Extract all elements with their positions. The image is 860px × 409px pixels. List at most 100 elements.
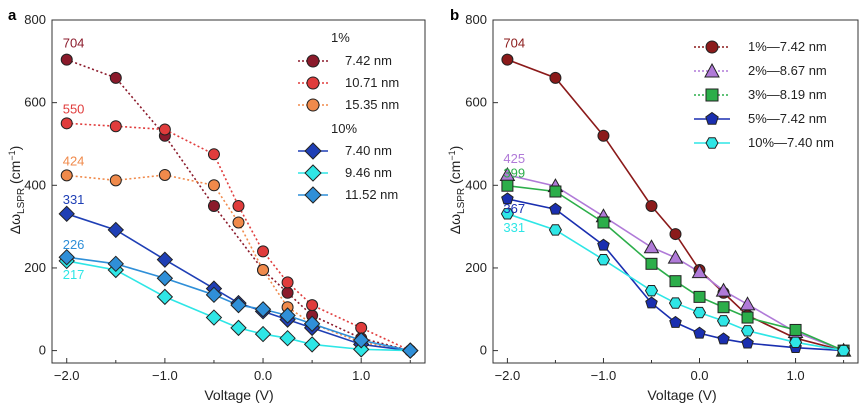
- panel-b-xlabel: Voltage (V): [647, 387, 716, 403]
- panel-a-series-1-point-3: [207, 148, 220, 161]
- panel-a-series-1-point-6: [281, 276, 294, 289]
- panel-a-legend-label-4: 9.46 nm: [345, 165, 392, 180]
- panel-b-series-2-point-0: [501, 179, 514, 192]
- panel-b-legend-marker-1: [704, 62, 720, 78]
- panel-a-series-5-point-3: [205, 286, 223, 304]
- panel-a-legend-marker-3: [304, 142, 322, 160]
- panel-b-series-3-point-1: [549, 202, 562, 215]
- panel-a-series-line-0: [66, 58, 411, 352]
- panel-a-series-5-point-9: [402, 342, 419, 359]
- panel-a-series-2-point-0: [60, 169, 73, 182]
- panel-a-series-2-point-2: [158, 168, 171, 181]
- panel-b-series-0-point-4: [669, 228, 682, 241]
- panel-a-xlabel: Voltage (V): [204, 387, 273, 403]
- panel-b-legend-marker-3: [705, 111, 719, 125]
- panel-b-series-2-point-8: [789, 323, 802, 336]
- panel-b-series-line-0: [507, 58, 844, 352]
- panel-a-xtick-label-1: −1.0: [152, 368, 178, 383]
- panel-a-annotation-1: 550: [63, 101, 85, 116]
- panel-b-series-1-point-7: [739, 296, 756, 311]
- panel-b-series-4-point-6: [716, 315, 731, 327]
- panel-a-series-4-point-8: [352, 341, 370, 358]
- panel-a-annotation-2: 424: [63, 153, 85, 168]
- panel-a-series-1-point-5: [257, 245, 270, 258]
- panel-a-series-5-point-4: [230, 296, 247, 314]
- panel-b-series-4-point-9: [837, 344, 851, 357]
- panel-a-legend-title-2: 10%: [331, 121, 357, 136]
- panel-b-ytick-label-1: 200: [465, 260, 487, 275]
- panel-b-ytick-label-4: 800: [465, 12, 487, 27]
- panel-a-series-1-point-2: [158, 123, 171, 136]
- panel-b-xtick-label-0: −2.0: [495, 368, 521, 383]
- panel-b-series-3-point-0: [501, 192, 514, 205]
- panel-a-series-0-point-5: [281, 286, 294, 299]
- panel-a-legend-marker-0: [306, 54, 320, 68]
- panel-b-series-4-point-1: [548, 224, 563, 236]
- panel-a-legend-label-5: 11.52 nm: [345, 187, 398, 202]
- panel-a-series-5-point-1: [107, 255, 125, 273]
- panel-b-ytick-label-3: 600: [465, 95, 487, 110]
- panel-b-legend-marker-0: [705, 40, 719, 54]
- panel-b-series-0-point-3: [645, 199, 658, 212]
- panel-b-legend-label-2: 3%—8.19 nm: [748, 87, 827, 102]
- panel-a-series-1-point-7: [306, 299, 319, 312]
- panel-b-series-4-point-3: [644, 284, 659, 297]
- panel-a-series-4-point-5: [254, 325, 272, 343]
- panel-a-series-4-point-4: [230, 319, 247, 337]
- panel-b-ylabel-main: Δω: [447, 214, 463, 234]
- panel-b-series-2-point-1: [549, 185, 562, 198]
- panel-a-xtick-label-2: 0.0: [254, 368, 272, 383]
- panel-a-series-1-point-4: [232, 199, 245, 212]
- panel-a-ytick-label-1: 200: [24, 260, 46, 275]
- panel-b-frame: [492, 19, 859, 364]
- panel-a-ylabel-unit: (cm: [7, 161, 23, 188]
- panel-a-series-4-point-6: [279, 329, 296, 347]
- panel-a-legend-label-3: 7.40 nm: [345, 143, 392, 158]
- panel-a-legend-label-0: 7.42 nm: [345, 53, 392, 68]
- panel-b-legend-label-4: 10%—7.40 nm: [748, 135, 834, 150]
- panel-b-annotation-4: 331: [503, 220, 525, 235]
- panel-a-legend-marker-1: [306, 76, 320, 90]
- panel-a-series-2-point-4: [232, 216, 245, 229]
- panel-b-series-2-point-2: [597, 216, 610, 229]
- panel-a-legend-marker-5: [304, 186, 322, 204]
- panel-a-series-1-point-1: [109, 120, 122, 133]
- panel-b-series-1-point-4: [667, 249, 684, 264]
- panel-b-annotation-1: 425: [503, 151, 525, 166]
- panel-a-label: a: [8, 7, 17, 24]
- panel-b-annotation-0: 704: [503, 36, 525, 51]
- panel-a-legend-title-1: 1%: [331, 30, 350, 45]
- panel-a-series-3-point-0: [58, 205, 75, 223]
- panel-a-ylabel: ΔωLSPR (cm−1): [7, 146, 27, 235]
- panel-b-series-line-1: [507, 174, 844, 352]
- panel-b-series-0-point-0: [501, 53, 514, 66]
- panel-a-ytick-label-3: 600: [24, 95, 46, 110]
- panel-a-series-5-point-2: [156, 270, 174, 287]
- panel-a-series-line-1: [66, 122, 411, 352]
- panel-b-annotation-3: 367: [503, 201, 525, 216]
- panel-b-series-1-point-5: [691, 264, 708, 279]
- panel-b-ylabel-close: ): [447, 146, 463, 151]
- panel-a-series-4-point-3: [205, 309, 223, 326]
- panel-a-series-4-point-7: [303, 336, 321, 353]
- panel-a-series-0-point-1: [109, 71, 122, 84]
- panel-b-ylabel: ΔωLSPR (cm−1): [447, 146, 467, 235]
- panel-b-ytick-label-2: 400: [465, 177, 487, 192]
- panel-a-frame: [51, 19, 426, 364]
- panel-b-label: b: [450, 7, 459, 24]
- panel-b-series-0-point-2: [597, 129, 610, 142]
- panel-a-series-5-point-8: [352, 332, 370, 349]
- panel-a-ylabel-sub: LSPR: [16, 188, 27, 214]
- panel-a-annotation-4: 226: [63, 237, 85, 252]
- panel-a-series-2-point-3: [207, 179, 220, 192]
- panel-a-xtick-label-0: −2.0: [54, 368, 80, 383]
- panel-b-series-3-point-5: [693, 326, 706, 339]
- panel-b-ylabel-unit: (cm: [447, 161, 463, 188]
- panel-a-legend-label-1: 10.71 nm: [345, 75, 399, 90]
- panel-a-series-line-2: [66, 174, 411, 352]
- panel-a-series-5-point-0: [58, 248, 75, 266]
- panel-a-series-5-point-7: [303, 315, 321, 332]
- panel-b-legend-label-3: 5%—7.42 nm: [748, 111, 827, 126]
